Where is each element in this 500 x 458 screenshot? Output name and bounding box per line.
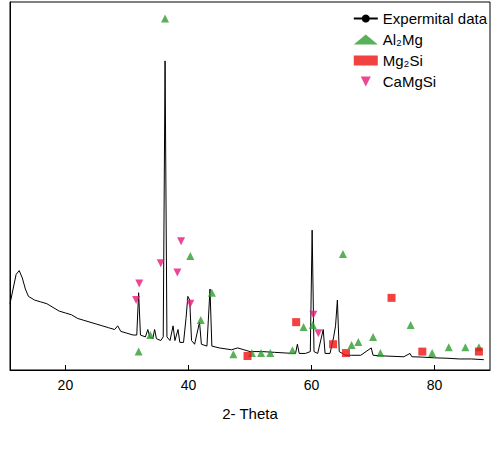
svg-text:Mg₂Si: Mg₂Si <box>383 52 423 69</box>
svg-text:Al₂Mg: Al₂Mg <box>383 31 423 48</box>
svg-text:60: 60 <box>304 377 320 393</box>
svg-text:40: 40 <box>181 377 197 393</box>
svg-text:CaMgSi: CaMgSi <box>383 73 436 90</box>
svg-text:20: 20 <box>58 377 74 393</box>
svg-text:2- Theta: 2- Theta <box>222 405 278 422</box>
svg-text:80: 80 <box>427 377 443 393</box>
svg-text:Expermital data: Expermital data <box>383 10 488 27</box>
